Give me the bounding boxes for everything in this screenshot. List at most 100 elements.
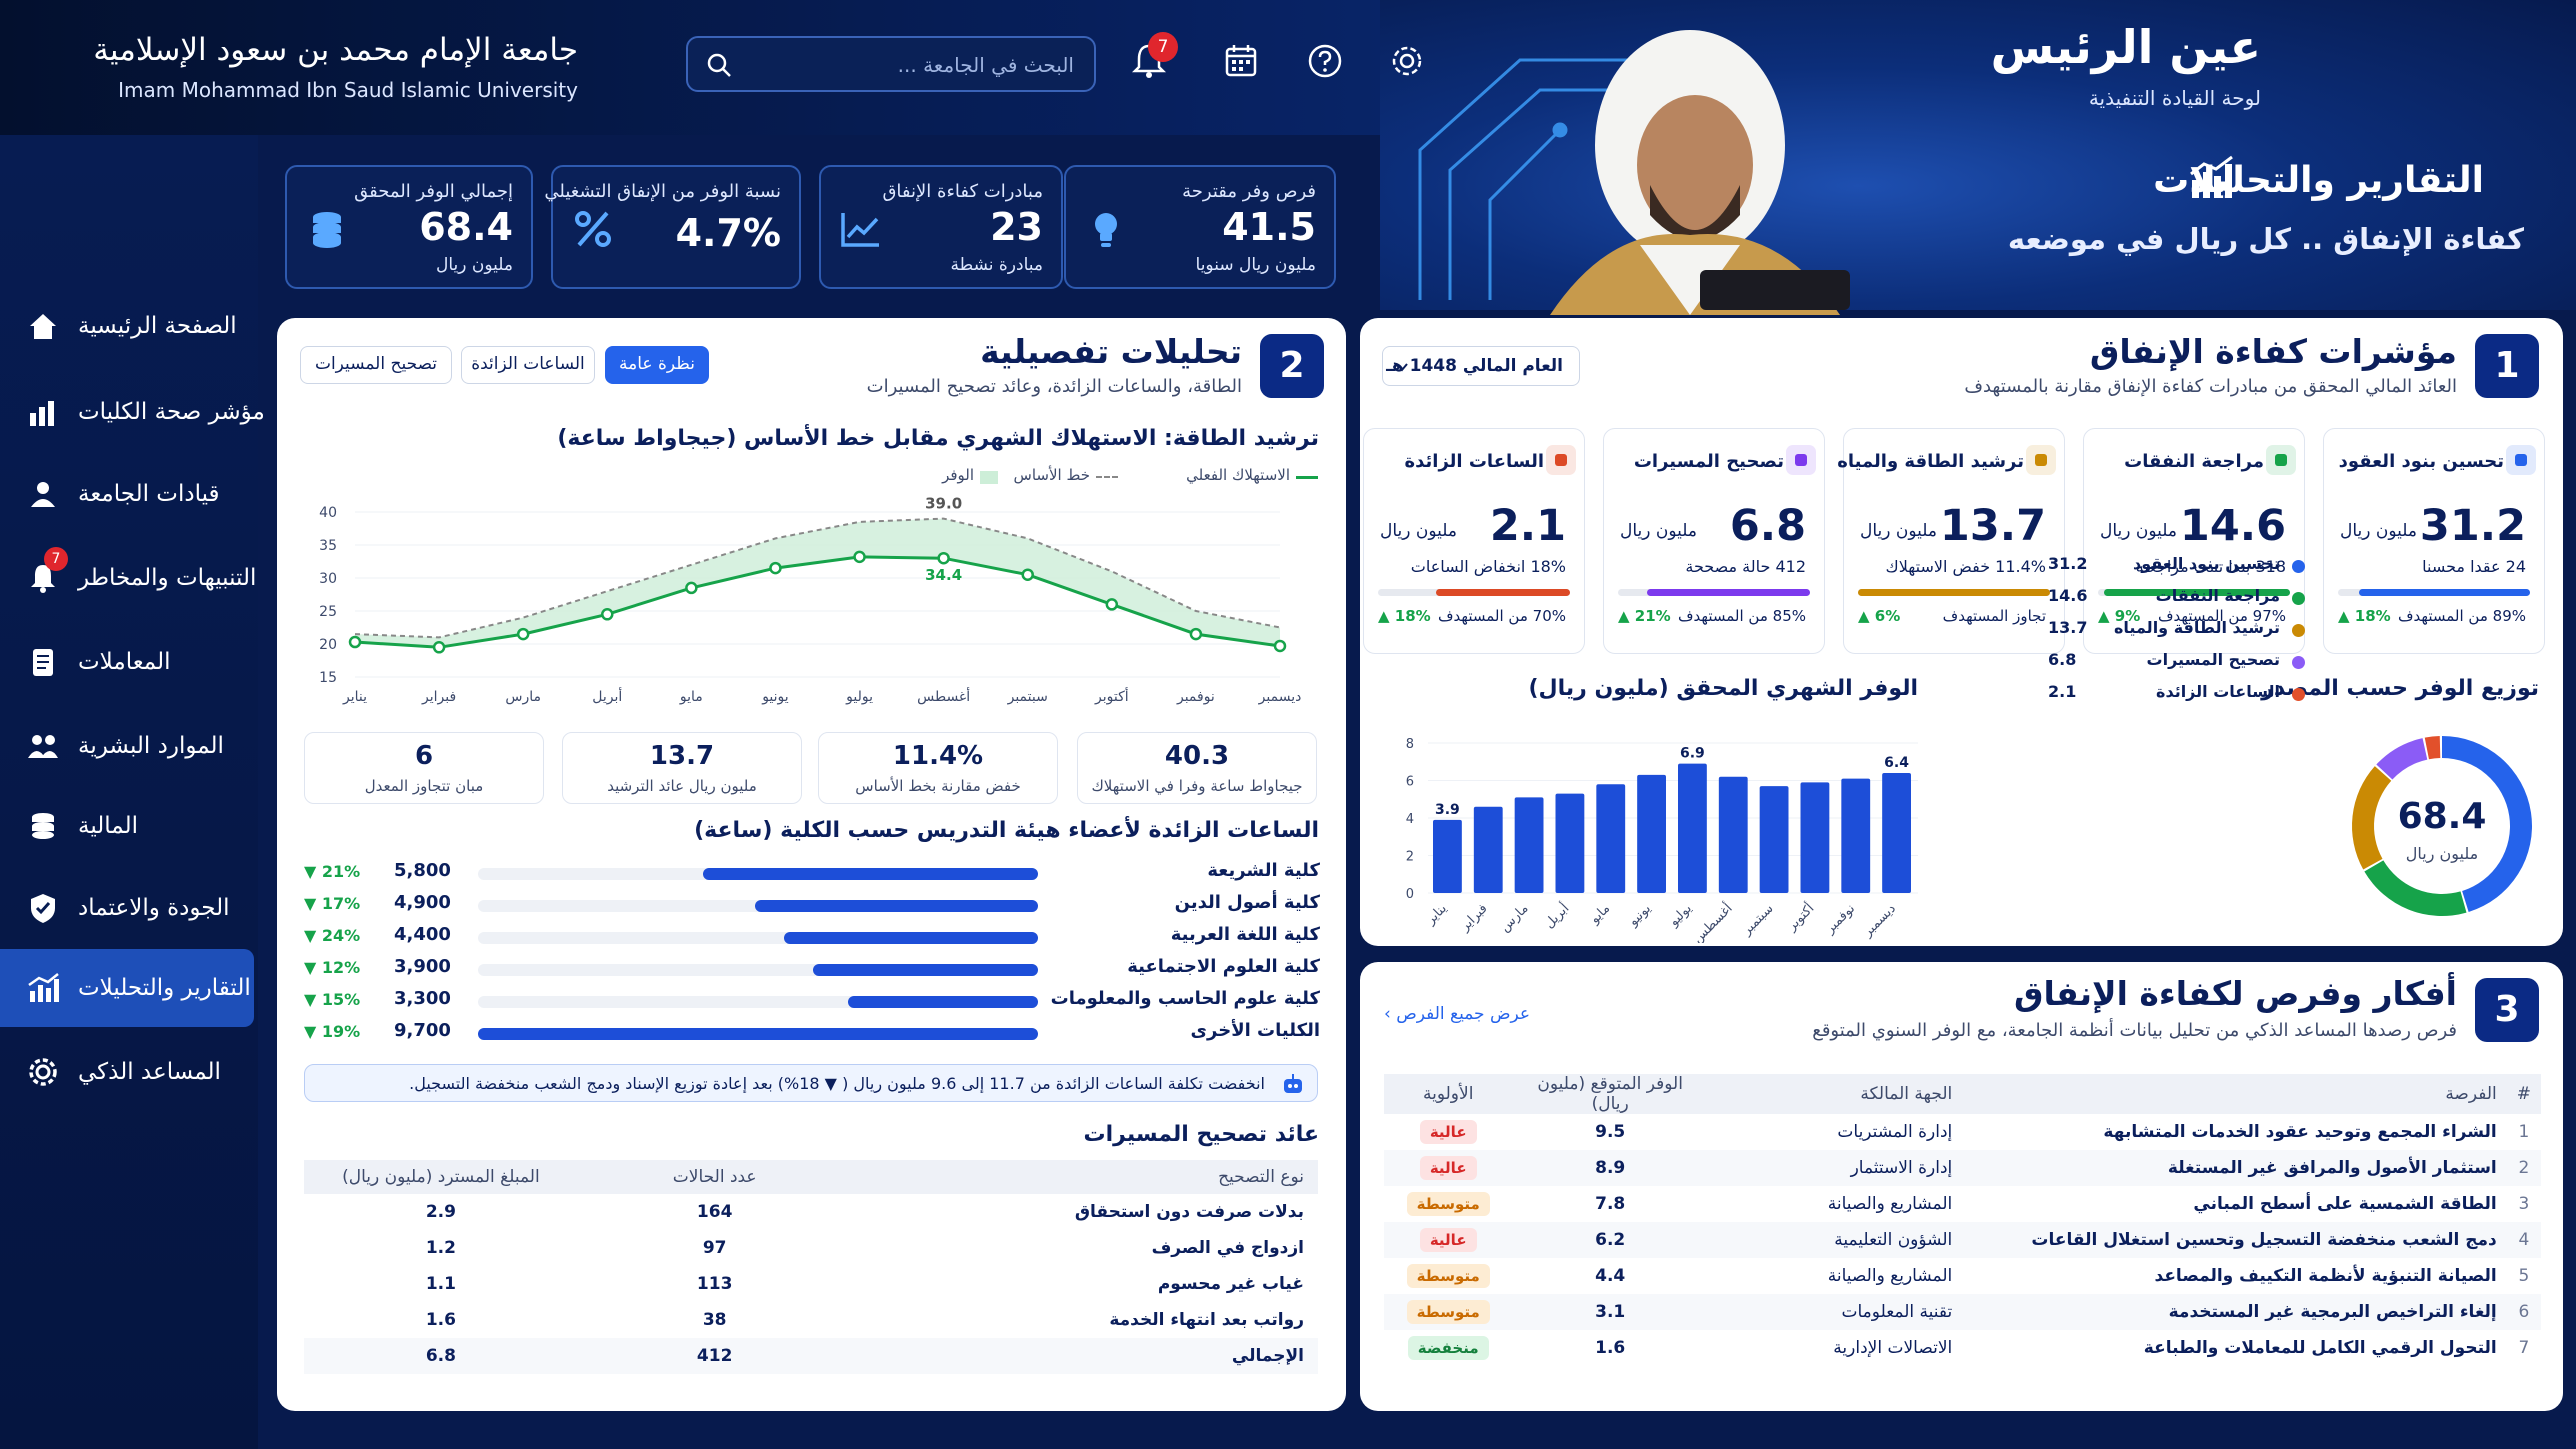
bar xyxy=(1637,774,1666,893)
card-value: 2.1 xyxy=(1489,501,1566,551)
legend-label: الساعات الزائدة xyxy=(2156,682,2280,701)
x-tick-label: يونيو xyxy=(761,689,789,705)
legend-value: 2.1 xyxy=(2048,682,2077,701)
y-tick-label: 6 xyxy=(1406,775,1414,790)
legend-dot xyxy=(2292,560,2305,573)
overtime-track xyxy=(478,964,1038,976)
kpi-title: نسبة الوفر من الإنفاق التشغيلي xyxy=(544,181,781,202)
table-row[interactable]: 5 الصيانة التنبؤية لأنظمة التكييف والمصاع… xyxy=(1384,1258,2541,1294)
panel-opportunities: 3 أفكار وفرص لكفاءة الإنفاق فرص رصدها ال… xyxy=(1360,962,2563,1411)
app-subtitle: لوحة القيادة التنفيذية xyxy=(2088,86,2261,110)
table-cell: 3.1 xyxy=(1512,1294,1708,1330)
tab-overview[interactable]: نظرة عامة xyxy=(605,346,709,384)
y-tick-label: 0 xyxy=(1406,887,1414,902)
overtime-bar xyxy=(847,996,1038,1008)
table-row[interactable]: 1 الشراء المجمع وتوحيد عقود الخدمات المتش… xyxy=(1384,1114,2541,1150)
table-cell: 1.2 xyxy=(425,1238,456,1258)
fiscal-year-select[interactable]: العام المالي 1448 هـ xyxy=(1382,346,1580,386)
settings-gear-icon[interactable] xyxy=(1386,40,1428,82)
kpi-value: 23 xyxy=(990,205,1043,249)
table-cell: إدارة الاستثمار xyxy=(1707,1150,1963,1186)
savings-card[interactable]: ترشيد الطاقة والمياه 13.7 مليون ريال 11.4% … xyxy=(1837,428,2065,654)
legend-actual-label: الاستهلاك الفعلي xyxy=(1186,466,1290,484)
table-cell: الاتصالات الإدارية xyxy=(1833,1338,1953,1358)
overtime-bar xyxy=(755,900,1038,912)
x-tick-label: مارس xyxy=(1497,901,1531,935)
sidebar-item-8[interactable]: التقارير والتحليلات xyxy=(0,949,254,1027)
table-cell: غياب غير محسوم xyxy=(1157,1274,1304,1294)
savings-card[interactable]: الساعات الزائدة 2.1 مليون ريال 18% انخفاض ا… xyxy=(1363,428,1585,654)
table-cell: إلغاء التراخيص البرمجية غير المستخدمة xyxy=(1962,1294,2507,1330)
x-tick-label: نوفمبر xyxy=(1822,901,1858,937)
stat-value: 6 xyxy=(414,741,434,771)
card-progress-fill xyxy=(1646,589,1810,596)
sidebar-item-0[interactable]: الصفحة الرئيسية xyxy=(0,287,254,365)
sidebar-item-2[interactable]: قيادات الجامعة xyxy=(0,455,254,533)
notification-badge: 7 xyxy=(1148,32,1178,62)
table-cell: رواتب بعد انتهاء الخدمة xyxy=(1109,1310,1304,1330)
view-all-link[interactable]: عرض جميع الفرص › xyxy=(1384,1004,1531,1024)
saving-area xyxy=(355,518,1280,648)
card-target-pct: 85% من المستهدف xyxy=(1678,607,1806,625)
sidebar-item-label: مؤشر صحة الكليات xyxy=(78,399,265,425)
panel-title: مؤشرات كفاءة الإنفاق xyxy=(2089,332,2457,371)
bar xyxy=(1678,763,1707,893)
search-box[interactable]: البحث في الجامعة ... xyxy=(686,36,1096,92)
table-cell: 1.6 xyxy=(1595,1338,1626,1358)
energy-legend: الاستهلاك الفعلي xyxy=(940,466,1320,490)
bar-value-label: 3.9 xyxy=(1435,802,1460,818)
card-value: 6.8 xyxy=(1729,501,1806,551)
card-icon-glyph xyxy=(1555,454,1567,466)
column-header: # xyxy=(2506,1074,2541,1114)
sidebar-item-7[interactable]: الجودة والاعتماد xyxy=(0,869,254,947)
donut-total: 68.4 xyxy=(2397,796,2487,837)
legend-saving: الوفر xyxy=(930,466,1000,490)
card-title: تصحيح المسيرات xyxy=(1633,451,1784,472)
savings-card[interactable]: تصحيح المسيرات 6.8 مليون ريال 412 حالة مصحح… xyxy=(1603,428,1825,654)
x-tick-label: مارس xyxy=(505,689,541,705)
sidebar-item-1[interactable]: مؤشر صحة الكليات xyxy=(0,373,265,451)
table-cell: ازدواج في الصرف xyxy=(1151,1238,1304,1258)
overtime-bar xyxy=(812,964,1038,976)
table-row[interactable]: 4 دمج الشعب منخفضة التسجيل وتحسين استغلال… xyxy=(1384,1222,2541,1258)
overtime-change: ▼ 19% xyxy=(304,1022,361,1041)
y-tick-label: 40 xyxy=(319,505,337,521)
bar xyxy=(1800,782,1830,893)
table-row[interactable]: 7 التحول الرقمي الكامل للمعاملات والطباعة… xyxy=(1384,1330,2541,1366)
calendar-icon[interactable] xyxy=(1220,40,1262,82)
help-icon[interactable] xyxy=(1304,40,1346,82)
card-icon xyxy=(2506,445,2536,475)
savings-card[interactable]: تحسين بنود العقود 31.2 مليون ريال 24 عقدا م… xyxy=(2323,428,2545,654)
savings-card[interactable]: مراجعة النفقات 14.6 مليون ريال 318 بندا تمت… xyxy=(2083,428,2305,654)
overtime-value: 4,900 xyxy=(394,892,451,913)
card-title: الساعات الزائدة xyxy=(1404,451,1545,472)
data-point xyxy=(516,627,530,641)
y-tick-label: 35 xyxy=(319,538,337,554)
sidebar-item-4[interactable]: المعاملات xyxy=(0,623,254,701)
table-header: # الفرصة الجهة المالكة الوفر المتوقع (مليون… xyxy=(1384,1074,2541,1114)
overtime-value: 5,800 xyxy=(394,860,451,881)
opportunities-table: # الفرصة الجهة المالكة الوفر المتوقع (مليون… xyxy=(1384,1074,2541,1366)
people-icon xyxy=(28,735,58,758)
table-row[interactable]: 3 الطاقة الشمسية على أسطح المباني المشاريع… xyxy=(1384,1186,2541,1222)
legend-saving-swatch xyxy=(980,471,998,484)
table-cell: 6.2 xyxy=(1512,1222,1708,1258)
table-row[interactable]: 6 إلغاء التراخيص البرمجية غير المستخدمة تق… xyxy=(1384,1294,2541,1330)
card-target-pct: 89% من المستهدف xyxy=(2398,607,2526,625)
search-placeholder: البحث في الجامعة ... xyxy=(897,53,1074,77)
table-row[interactable]: 2 استثمار الأصول والمرافق غير المستغلة إدا… xyxy=(1384,1150,2541,1186)
overtime-note: انخفضت تكلفة الساعات الزائدة من 11.7 إلى… xyxy=(304,1064,1318,1102)
table-cell: 6.8 xyxy=(304,1338,578,1374)
sidebar-item-5[interactable]: الموارد البشرية xyxy=(0,707,254,785)
sidebar-item-6[interactable]: المالية xyxy=(0,787,254,865)
fiscal-year-value: العام المالي 1448 هـ xyxy=(1386,356,1563,376)
kpi-title: فرص وفر مقترحة xyxy=(1182,181,1316,202)
card-progress-fill xyxy=(1858,589,2050,596)
tab-overtime[interactable]: الساعات الزائدة xyxy=(461,346,595,384)
kpi-value: 68.4 xyxy=(419,205,513,249)
tab-payroll[interactable]: تصحيح المسيرات xyxy=(300,346,452,384)
overtime-value: 9,700 xyxy=(394,1020,451,1041)
data-point xyxy=(937,551,950,565)
sidebar-item-9[interactable]: المساعد الذكي xyxy=(0,1033,254,1111)
sidebar-item-3[interactable]: التنبيهات والمخاطر 7 xyxy=(0,539,256,617)
